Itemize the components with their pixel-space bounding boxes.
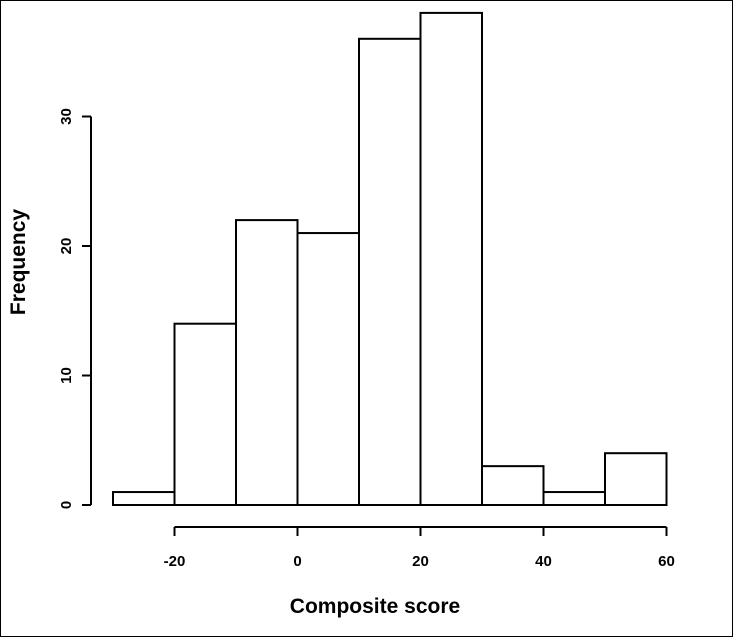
histogram-bar-4 xyxy=(358,37,422,507)
histogram-bar-3 xyxy=(296,232,360,507)
x-axis: -20 0 20 40 60 xyxy=(164,526,675,570)
histogram-bar-2 xyxy=(235,219,299,506)
y-tick-label-0: 0 xyxy=(58,501,75,509)
y-tick-label-20: 20 xyxy=(58,238,75,255)
x-tick-label--20: -20 xyxy=(164,553,186,570)
histogram-bar-7 xyxy=(542,491,606,506)
histogram-bar-8 xyxy=(604,452,668,507)
bars-group xyxy=(112,11,668,507)
histogram-bar-6 xyxy=(481,465,545,506)
y-tick-label-10: 10 xyxy=(58,367,75,384)
y-tick-label-30: 30 xyxy=(58,108,75,125)
histogram-bar-5 xyxy=(419,11,483,507)
x-tick-label-40: 40 xyxy=(535,553,552,570)
histogram-bar-0 xyxy=(112,491,176,506)
x-tick-label-20: 20 xyxy=(412,553,429,570)
y-axis-title: Frequency xyxy=(7,209,30,316)
histogram-bar-1 xyxy=(173,322,237,507)
y-axis: 0 10 20 30 xyxy=(58,108,92,509)
x-axis-title: Composite score xyxy=(290,595,460,618)
x-tick-label-0: 0 xyxy=(293,553,301,570)
x-tick-label-60: 60 xyxy=(658,553,675,570)
